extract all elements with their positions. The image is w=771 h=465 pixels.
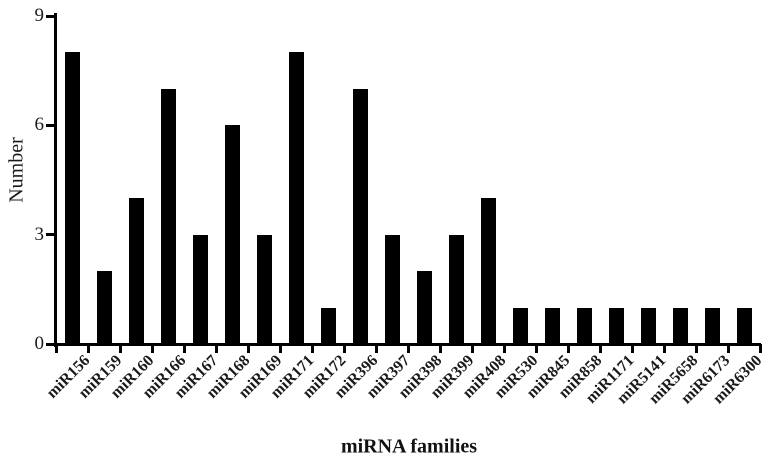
x-tick: [214, 344, 218, 353]
y-tick-label: 6: [34, 114, 45, 136]
y-tick: [46, 123, 55, 127]
x-axis-title: miRNA families: [340, 435, 478, 458]
bar: [192, 234, 208, 344]
x-tick: [86, 344, 90, 353]
y-tick-label: 0: [34, 333, 45, 354]
x-tick: [534, 344, 538, 353]
bar: [512, 307, 528, 344]
bar: [96, 271, 112, 344]
y-tick: [46, 342, 55, 346]
x-tick: [470, 344, 474, 353]
bar: [352, 88, 368, 344]
bar: [64, 52, 80, 344]
bar: [416, 271, 432, 344]
bar: [384, 234, 400, 344]
bar: [448, 234, 464, 344]
x-tick: [182, 344, 186, 353]
bar: [736, 307, 752, 344]
x-tick: [54, 344, 58, 353]
y-tick: [46, 233, 55, 237]
y-tick: [46, 14, 55, 18]
bar: [704, 307, 720, 344]
y-tick-label: 9: [34, 5, 45, 26]
x-tick: [438, 344, 442, 353]
bar: [128, 198, 144, 344]
x-tick: [406, 344, 410, 353]
bar: [544, 307, 560, 344]
x-tick: [246, 344, 250, 353]
x-tick: [310, 344, 314, 353]
bar: [608, 307, 624, 344]
x-tick: [342, 344, 346, 353]
bar: [224, 125, 240, 344]
x-tick: [502, 344, 506, 353]
bar: [640, 307, 656, 344]
x-tick: [694, 344, 698, 353]
bar: [576, 307, 592, 344]
x-tick: [374, 344, 378, 353]
bar: [160, 88, 176, 344]
bar: [288, 52, 304, 344]
x-tick: [662, 344, 666, 353]
y-tick-label: 3: [34, 223, 45, 245]
x-tick: [278, 344, 282, 353]
x-tick: [598, 344, 602, 353]
x-tick: [118, 344, 122, 353]
bar: [480, 198, 496, 344]
bar: [672, 307, 688, 344]
y-axis-line: [54, 13, 57, 347]
x-tick: [630, 344, 634, 353]
bar: [320, 307, 336, 344]
x-tick: [566, 344, 570, 353]
x-tick: [758, 344, 762, 353]
x-tick: [150, 344, 154, 353]
x-tick: [726, 344, 730, 353]
bar: [256, 234, 272, 344]
